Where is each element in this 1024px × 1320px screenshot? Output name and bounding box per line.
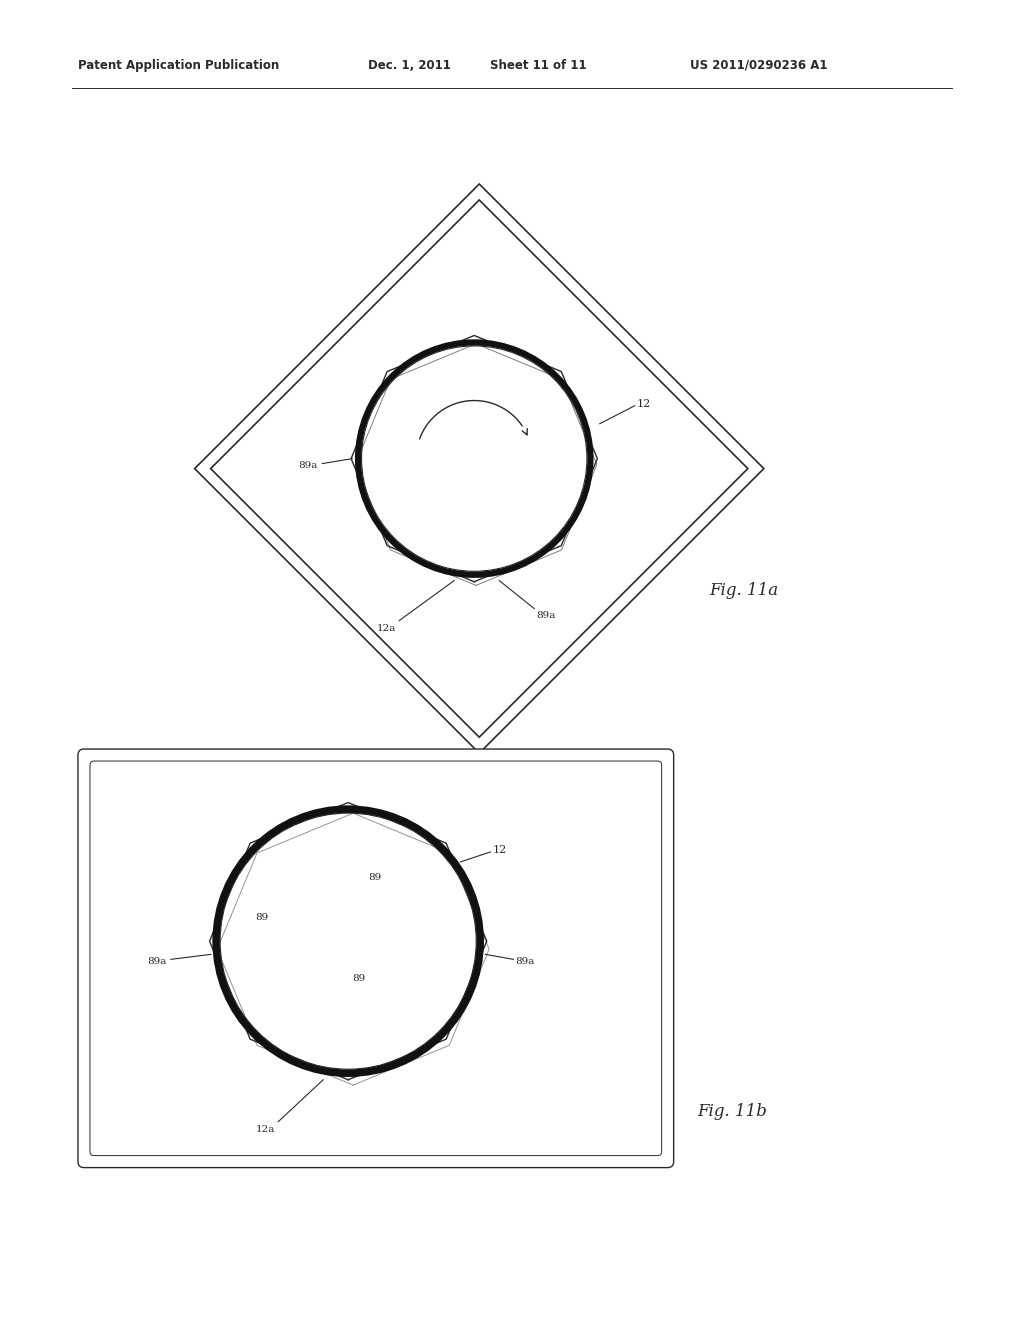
Text: 89a: 89a bbox=[537, 611, 556, 619]
Text: 89a: 89a bbox=[147, 957, 167, 966]
Text: 12a: 12a bbox=[377, 623, 396, 632]
Text: Fig. 11a: Fig. 11a bbox=[710, 582, 778, 599]
Text: Sheet 11 of 11: Sheet 11 of 11 bbox=[490, 59, 587, 73]
Polygon shape bbox=[195, 183, 764, 754]
Text: 89a: 89a bbox=[298, 461, 317, 470]
FancyBboxPatch shape bbox=[78, 748, 674, 1168]
Text: Dec. 1, 2011: Dec. 1, 2011 bbox=[368, 59, 451, 73]
Text: 89: 89 bbox=[369, 874, 382, 882]
Text: 12: 12 bbox=[493, 845, 507, 855]
Text: 12: 12 bbox=[637, 399, 651, 409]
Text: 89: 89 bbox=[256, 913, 269, 921]
Text: 12a: 12a bbox=[256, 1125, 275, 1134]
Text: Fig. 11b: Fig. 11b bbox=[697, 1104, 768, 1121]
Text: 89: 89 bbox=[352, 974, 365, 982]
Text: 89a: 89a bbox=[515, 957, 535, 966]
Text: US 2011/0290236 A1: US 2011/0290236 A1 bbox=[690, 59, 827, 73]
Text: Patent Application Publication: Patent Application Publication bbox=[78, 59, 280, 73]
